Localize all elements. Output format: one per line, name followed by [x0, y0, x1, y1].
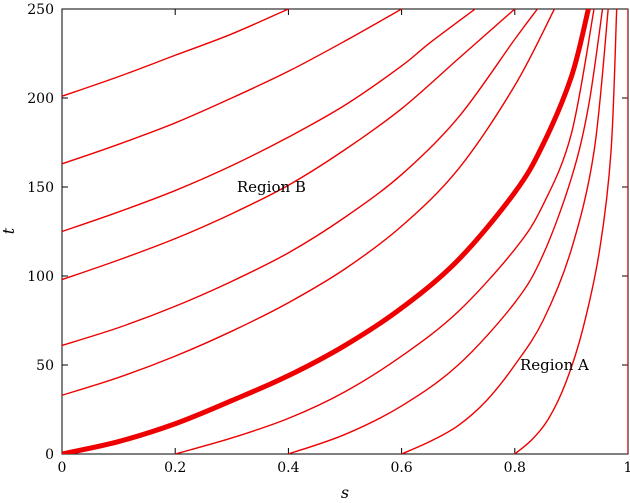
- y-tick-label: 100: [27, 269, 54, 285]
- x-tick-label: 0.2: [164, 460, 186, 476]
- y-tick-label: 200: [27, 91, 54, 107]
- y-axis-label: t: [0, 227, 18, 234]
- x-tick-label: 0.4: [277, 460, 299, 476]
- x-tick-label: 0.8: [504, 460, 526, 476]
- curve: [62, 9, 476, 233]
- y-tick-label: 0: [45, 447, 54, 463]
- annotation-group: Region B Region A: [237, 178, 589, 374]
- plot-frame: [61, 8, 629, 455]
- axis-ticks: [61, 8, 629, 455]
- curve-group: [62, 9, 628, 454]
- curve: [400, 9, 609, 454]
- curve: [174, 9, 595, 454]
- curve: [287, 9, 604, 454]
- curve: [514, 9, 618, 454]
- region-label: Region A: [520, 356, 589, 374]
- tick-label-group: 0 0.2 0.4 0.6 0.8 1 0 50 100 150 200 250: [27, 2, 630, 476]
- x-tick-label: 0: [58, 460, 67, 476]
- curve: [62, 9, 539, 347]
- curve: [62, 9, 556, 396]
- highlighted-curve: [62, 9, 591, 454]
- x-tick-label: 1: [624, 460, 630, 476]
- curve: [62, 9, 516, 281]
- region-label: Region B: [237, 178, 306, 196]
- y-tick-label: 50: [36, 358, 54, 374]
- curve: [62, 9, 290, 97]
- y-tick-label: 150: [27, 180, 54, 196]
- curve: [62, 9, 403, 165]
- x-tick-label: 0.6: [390, 460, 412, 476]
- y-tick-label: 250: [27, 2, 54, 18]
- x-axis-label: s: [341, 483, 349, 502]
